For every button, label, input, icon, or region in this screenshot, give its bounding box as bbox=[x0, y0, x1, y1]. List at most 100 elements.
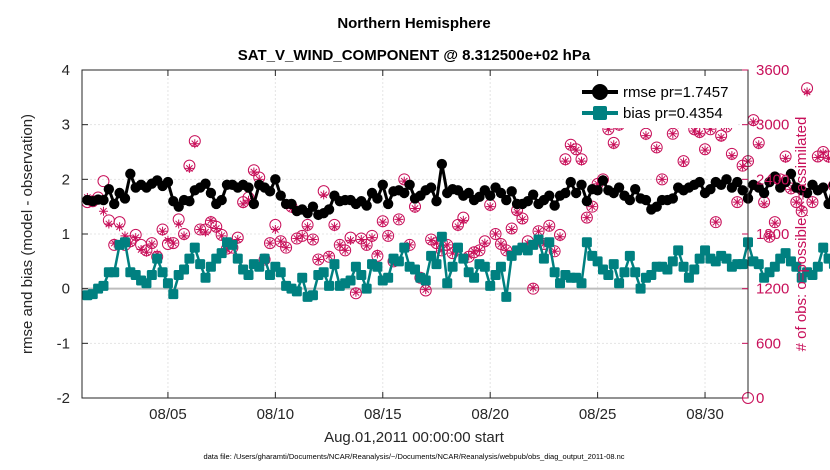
obs-assimilated-asterisk bbox=[448, 248, 458, 258]
obs-assimilated-point bbox=[791, 197, 801, 207]
bias-point bbox=[232, 253, 243, 264]
bias-point bbox=[673, 245, 684, 256]
bias-point bbox=[689, 264, 700, 275]
obs-assimilated-point bbox=[512, 207, 522, 217]
obs-assimilated-asterisk bbox=[351, 287, 361, 297]
obs-assimilated-point bbox=[593, 179, 603, 189]
obs-assimilated-asterisk bbox=[426, 235, 436, 245]
obs-assimilated-point bbox=[587, 202, 597, 212]
obs-assimilated-asterisk bbox=[764, 232, 774, 242]
obs-assimilated-point bbox=[544, 222, 554, 232]
bias-point bbox=[152, 253, 163, 264]
bias-point bbox=[307, 290, 318, 301]
obs-assimilated-point bbox=[399, 176, 409, 186]
obs-assimilated-point bbox=[372, 249, 382, 259]
x-tick-label: 08/25 bbox=[579, 406, 617, 423]
obs-assimilated-point bbox=[448, 248, 458, 258]
rmse-point bbox=[243, 182, 254, 193]
bias-point bbox=[275, 267, 286, 278]
x-tick-label: 08/15 bbox=[364, 406, 402, 423]
obs-assimilated-asterisk bbox=[195, 224, 205, 234]
rmse-point bbox=[377, 179, 388, 190]
bias-point bbox=[146, 270, 157, 280]
data-file-footnote: data file: /Users/gharamti/Documents/NCA… bbox=[203, 452, 624, 461]
obs-assimilated-asterisk bbox=[254, 174, 264, 184]
y-tick-label-left: 3 bbox=[62, 117, 70, 134]
obs-assimilated-asterisk bbox=[297, 231, 307, 241]
obs-assimilated-point bbox=[539, 239, 549, 249]
y-tick-label-right: 1800 bbox=[756, 226, 789, 243]
obs-assimilated-point bbox=[367, 233, 377, 243]
obs-assimilated-point bbox=[528, 283, 538, 293]
obs-assimilated-asterisk bbox=[206, 215, 216, 225]
obs-possible-point bbox=[516, 212, 529, 225]
rmse-point bbox=[565, 176, 576, 188]
bias-point bbox=[200, 272, 211, 283]
obs-assimilated-point bbox=[104, 219, 114, 229]
obs-possible-point bbox=[768, 216, 781, 229]
rmse-point bbox=[801, 187, 813, 199]
obs-assimilated-asterisk bbox=[383, 231, 393, 241]
obs-possible-point bbox=[790, 196, 803, 209]
obs-assimilated-point bbox=[668, 129, 678, 139]
obs-assimilated-asterisk bbox=[813, 152, 823, 162]
obs-assimilated-asterisk bbox=[738, 162, 748, 172]
obs-assimilated-point bbox=[324, 251, 334, 261]
obs-assimilated-point bbox=[485, 202, 495, 212]
rmse-point bbox=[463, 187, 474, 199]
obs-assimilated-asterisk bbox=[217, 231, 227, 241]
bias-point bbox=[259, 253, 270, 264]
rmse-point bbox=[544, 190, 555, 201]
bias-point bbox=[490, 270, 501, 280]
obs-assimilated-asterisk bbox=[399, 176, 409, 186]
rmse-point bbox=[307, 201, 319, 212]
obs-assimilated-point bbox=[270, 224, 280, 234]
obs-assimilated-asterisk bbox=[184, 163, 194, 173]
obs-assimilated-asterisk bbox=[539, 239, 549, 249]
obs-assimilated-asterisk bbox=[394, 214, 404, 224]
obs-assimilated-asterisk bbox=[174, 219, 184, 229]
bias-point bbox=[431, 259, 442, 270]
bias-point bbox=[426, 250, 437, 261]
obs-assimilated-asterisk bbox=[98, 206, 108, 216]
bias-point bbox=[168, 289, 179, 300]
bias-point bbox=[581, 237, 592, 248]
rmse-point bbox=[404, 179, 415, 190]
obs-possible-point bbox=[656, 173, 669, 186]
x-tick-label: 08/05 bbox=[149, 406, 187, 423]
obs-possible-point bbox=[827, 181, 830, 191]
obs-assimilated-point bbox=[813, 152, 823, 162]
obs-possible-point bbox=[543, 219, 556, 232]
obs-assimilated-asterisk bbox=[367, 233, 377, 243]
obs-possible-point bbox=[677, 155, 690, 168]
obs-assimilated-asterisk bbox=[555, 232, 565, 242]
obs-assimilated-asterisk bbox=[362, 241, 372, 251]
bias-point bbox=[189, 242, 200, 253]
obs-assimilated-asterisk bbox=[244, 195, 253, 205]
obs-assimilated-asterisk bbox=[453, 222, 463, 232]
bias-point bbox=[458, 253, 469, 264]
obs-assimilated-asterisk bbox=[410, 203, 420, 213]
obs-possible-point bbox=[376, 215, 389, 228]
obs-assimilated-asterisk bbox=[517, 214, 527, 224]
rmse-point bbox=[549, 200, 560, 211]
bias-point bbox=[254, 261, 265, 272]
obs-assimilated-point bbox=[700, 145, 710, 155]
rmse-point bbox=[705, 183, 716, 195]
obs-assimilated-point bbox=[797, 205, 807, 215]
obs-possible-point bbox=[500, 244, 513, 257]
y-tick-label-left: 1 bbox=[62, 226, 70, 243]
rmse-point bbox=[270, 174, 281, 185]
obs-possible-point bbox=[548, 245, 561, 258]
obs-assimilated-point bbox=[254, 174, 264, 184]
legend-rmse-label: rmse pr=1.7457 bbox=[623, 84, 728, 101]
rmse-point bbox=[372, 193, 383, 204]
obs-assimilated-point bbox=[705, 124, 715, 134]
obs-assimilated-asterisk bbox=[464, 251, 474, 261]
obs-assimilated-asterisk bbox=[437, 245, 447, 255]
bias-point bbox=[350, 261, 361, 272]
rmse-point bbox=[425, 182, 437, 193]
bias-point bbox=[264, 270, 275, 280]
obs-assimilated-asterisk bbox=[802, 87, 812, 97]
rmse-point bbox=[758, 187, 770, 199]
